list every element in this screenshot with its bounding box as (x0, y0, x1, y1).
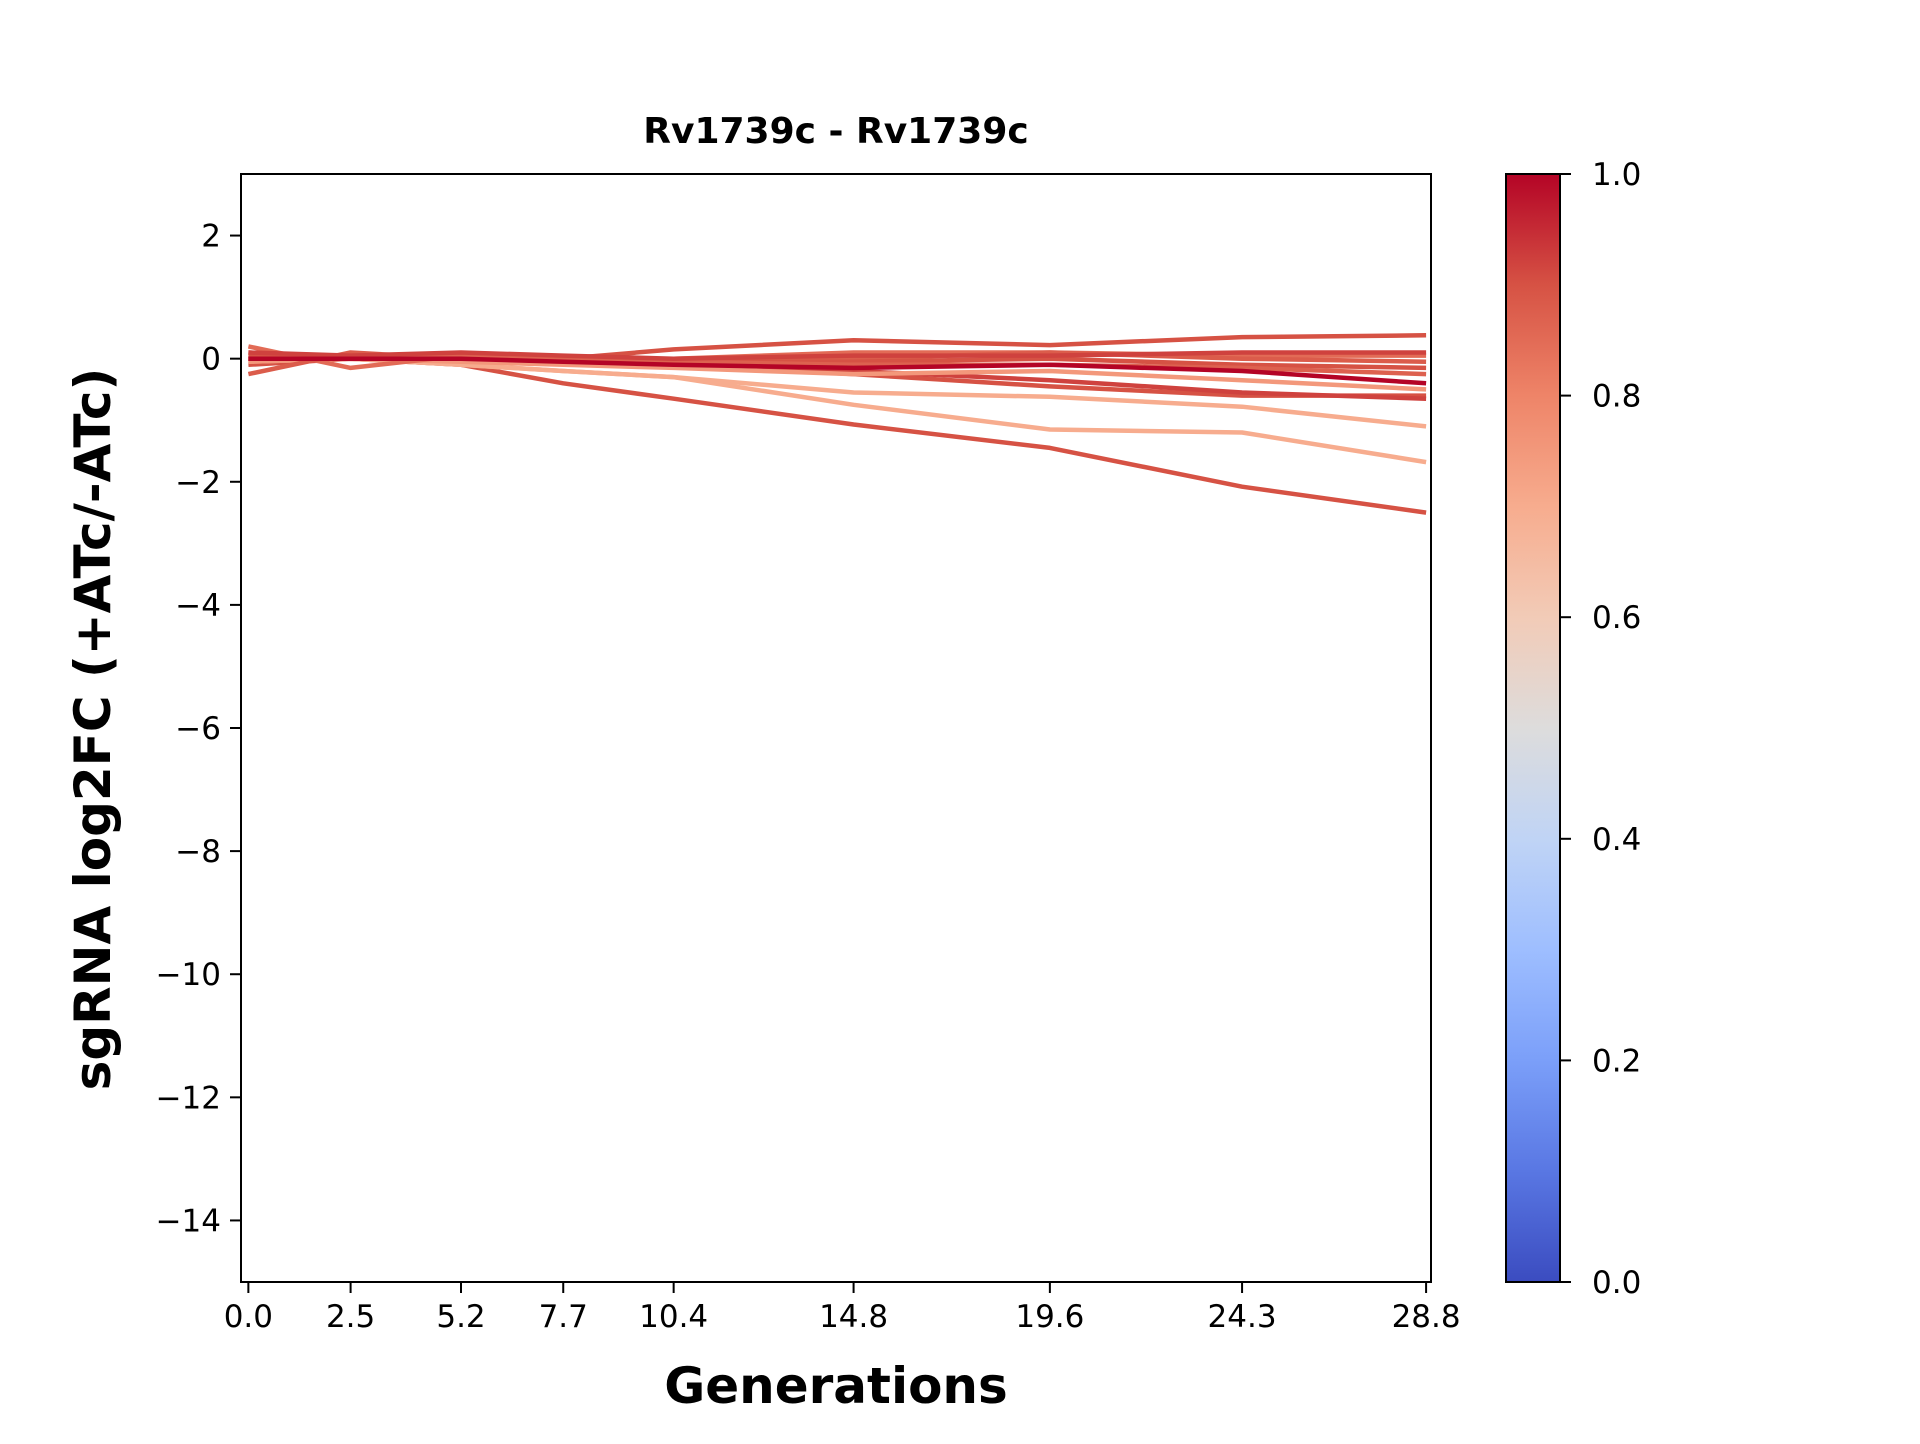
y-tick-label: −2 (175, 465, 221, 501)
colorbar-tick-label: 0.6 (1592, 600, 1641, 636)
series-line (248, 356, 1427, 386)
x-tick-label: 14.8 (819, 1299, 888, 1335)
y-tick-label: −6 (175, 711, 221, 747)
x-tick-label: 0.0 (224, 1299, 273, 1335)
y-tick-label: 2 (201, 219, 221, 255)
colorbar-tick-label: 0.2 (1592, 1043, 1641, 1079)
y-axis: 2 0 −2 −4 −6 −8 −10 −12 −14 (156, 219, 241, 1239)
x-tick-label: 5.2 (436, 1299, 485, 1335)
x-tick-label: 2.5 (326, 1299, 375, 1335)
chart-title: Rv1739c - Rv1739c (643, 111, 1028, 152)
x-tick-label: 7.7 (539, 1299, 588, 1335)
x-axis-label: Generations (664, 1357, 1008, 1415)
y-axis-label: sgRNA log2FC (+ATc/-ATc) (64, 368, 122, 1091)
colorbar-tick-label: 1.0 (1592, 157, 1641, 193)
y-tick-label: −4 (175, 588, 221, 624)
y-tick-label: −14 (156, 1203, 221, 1239)
x-tick-label: 28.8 (1392, 1299, 1461, 1335)
x-tick-label: 24.3 (1208, 1299, 1277, 1335)
x-tick-label: 19.6 (1015, 1299, 1084, 1335)
y-tick-label: −12 (156, 1080, 221, 1116)
colorbar-tick-label: 0.8 (1592, 379, 1641, 415)
series-lines (247, 333, 1427, 515)
series-line (248, 350, 1427, 361)
y-tick-label: 0 (201, 342, 221, 378)
colorbar-tick-label: 0.0 (1592, 1265, 1641, 1301)
colorbar (1505, 173, 1561, 1283)
y-tick-label: −10 (156, 957, 221, 993)
x-tick-label: 10.4 (639, 1299, 708, 1335)
colorbar-axis: 0.0 0.2 0.4 0.6 0.8 1.0 (1560, 157, 1641, 1301)
x-axis: 0.0 2.5 5.2 7.7 10.4 14.8 19.6 24.3 28.8 (224, 1282, 1461, 1335)
colorbar-tick-label: 0.4 (1592, 822, 1641, 858)
y-tick-label: −8 (175, 834, 221, 870)
